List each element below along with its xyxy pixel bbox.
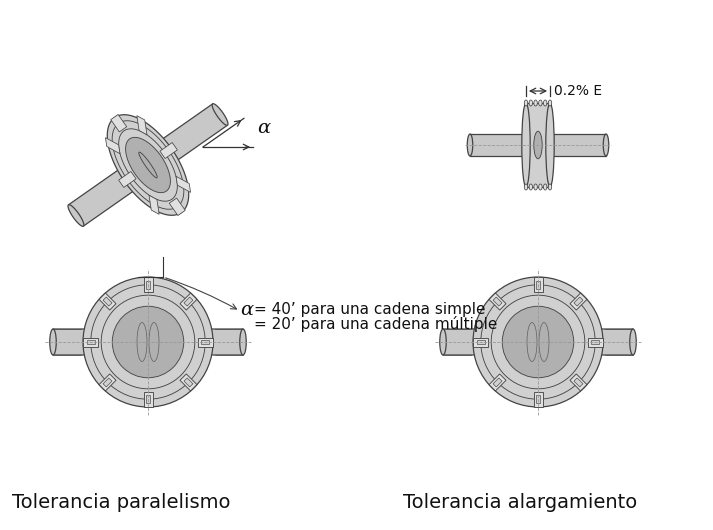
Polygon shape xyxy=(103,297,112,306)
Ellipse shape xyxy=(545,103,554,187)
Text: 0.2% E: 0.2% E xyxy=(554,84,602,98)
Polygon shape xyxy=(489,293,506,310)
Ellipse shape xyxy=(529,100,533,106)
Polygon shape xyxy=(169,198,185,216)
Polygon shape xyxy=(489,374,506,391)
Polygon shape xyxy=(180,293,197,310)
Circle shape xyxy=(112,306,184,378)
Polygon shape xyxy=(143,277,153,293)
Polygon shape xyxy=(112,121,184,209)
Polygon shape xyxy=(87,340,95,344)
Ellipse shape xyxy=(534,131,542,159)
Bar xyxy=(526,103,550,187)
Polygon shape xyxy=(68,205,84,226)
Ellipse shape xyxy=(534,100,538,106)
Bar xyxy=(470,134,606,156)
Polygon shape xyxy=(184,378,193,387)
Ellipse shape xyxy=(539,100,542,106)
Polygon shape xyxy=(176,176,190,192)
Polygon shape xyxy=(477,340,485,344)
Ellipse shape xyxy=(603,134,609,156)
Ellipse shape xyxy=(467,134,473,156)
Ellipse shape xyxy=(529,184,533,190)
Polygon shape xyxy=(180,374,197,391)
Text: α: α xyxy=(240,301,253,319)
Polygon shape xyxy=(212,104,228,125)
Ellipse shape xyxy=(149,322,159,361)
Polygon shape xyxy=(473,338,488,347)
Polygon shape xyxy=(83,338,98,347)
Text: = 40’ para una cadena simple: = 40’ para una cadena simple xyxy=(254,302,486,317)
Ellipse shape xyxy=(240,329,246,355)
Polygon shape xyxy=(533,392,543,407)
Polygon shape xyxy=(149,195,159,214)
Ellipse shape xyxy=(543,100,547,106)
Ellipse shape xyxy=(543,184,547,190)
Polygon shape xyxy=(145,395,150,403)
Ellipse shape xyxy=(524,184,528,190)
Text: Tolerancia alargamiento: Tolerancia alargamiento xyxy=(403,493,637,512)
Ellipse shape xyxy=(440,329,446,355)
Polygon shape xyxy=(111,114,127,132)
Polygon shape xyxy=(139,152,157,178)
Polygon shape xyxy=(118,129,178,201)
Polygon shape xyxy=(201,340,210,344)
Polygon shape xyxy=(107,114,189,215)
Text: Tolerancia paralelismo: Tolerancia paralelismo xyxy=(12,493,230,512)
Polygon shape xyxy=(137,116,147,135)
Polygon shape xyxy=(103,378,112,387)
Ellipse shape xyxy=(137,322,147,361)
Text: α: α xyxy=(257,119,270,137)
Polygon shape xyxy=(198,338,212,347)
Ellipse shape xyxy=(548,100,552,106)
Circle shape xyxy=(502,306,574,378)
Circle shape xyxy=(481,285,595,399)
FancyBboxPatch shape xyxy=(443,329,633,355)
Text: = 20’ para una cadena múltiple: = 20’ para una cadena múltiple xyxy=(254,316,498,332)
Polygon shape xyxy=(591,340,600,344)
Polygon shape xyxy=(574,297,583,306)
Polygon shape xyxy=(99,374,116,391)
Polygon shape xyxy=(535,281,540,289)
Polygon shape xyxy=(570,293,587,310)
Circle shape xyxy=(491,295,585,389)
Polygon shape xyxy=(535,395,540,403)
Ellipse shape xyxy=(50,329,56,355)
Polygon shape xyxy=(145,281,150,289)
Polygon shape xyxy=(588,338,602,347)
Polygon shape xyxy=(68,104,227,226)
Polygon shape xyxy=(99,293,116,310)
Polygon shape xyxy=(493,378,502,387)
Circle shape xyxy=(473,277,603,407)
FancyBboxPatch shape xyxy=(53,329,243,355)
Polygon shape xyxy=(184,297,193,306)
Polygon shape xyxy=(493,297,502,306)
Polygon shape xyxy=(533,277,543,293)
Ellipse shape xyxy=(527,322,537,361)
Polygon shape xyxy=(143,392,153,407)
Ellipse shape xyxy=(524,100,528,106)
Ellipse shape xyxy=(534,184,538,190)
Ellipse shape xyxy=(539,184,542,190)
Polygon shape xyxy=(125,137,170,192)
Ellipse shape xyxy=(548,184,552,190)
Circle shape xyxy=(91,285,205,399)
Ellipse shape xyxy=(522,103,530,187)
Ellipse shape xyxy=(630,329,636,355)
Ellipse shape xyxy=(539,322,549,361)
Circle shape xyxy=(101,295,195,389)
Polygon shape xyxy=(106,138,120,154)
Circle shape xyxy=(83,277,213,407)
Polygon shape xyxy=(160,143,178,158)
Polygon shape xyxy=(118,172,136,188)
Polygon shape xyxy=(574,378,583,387)
Polygon shape xyxy=(570,374,587,391)
